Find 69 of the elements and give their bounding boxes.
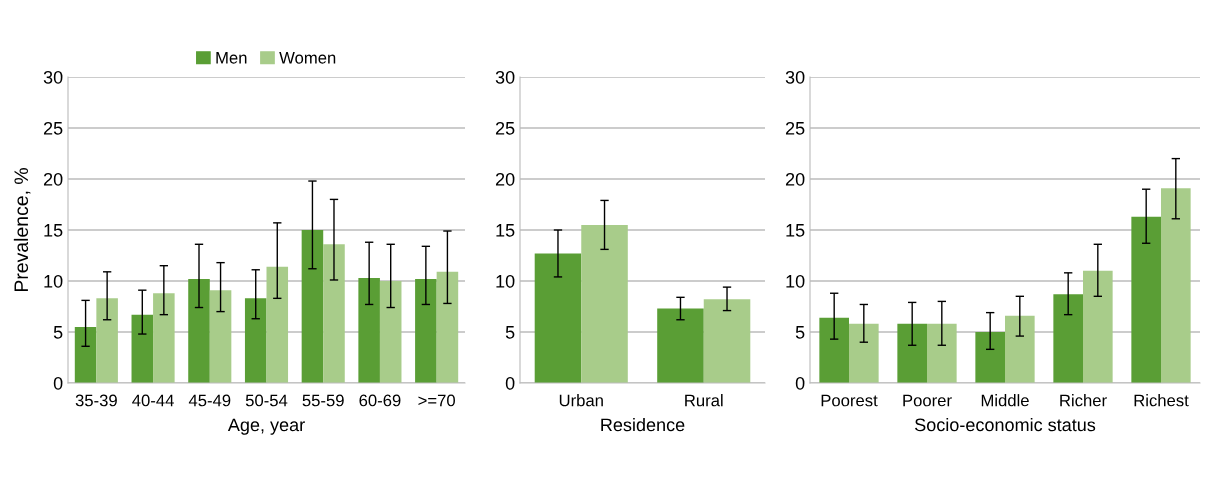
x-tick-label: 40-44	[132, 394, 174, 407]
x-axis-title: Age, year	[227, 418, 305, 435]
y-tick-label: 15	[44, 224, 63, 237]
x-tick-label: 45-49	[188, 394, 231, 407]
y-tick-label: 15	[496, 224, 515, 237]
y-tick-label: 20	[495, 172, 515, 186]
bar	[301, 230, 324, 383]
x-tick-label: >=70	[418, 394, 455, 407]
x-tick-label: 35-39	[75, 394, 117, 407]
x-tick-label: Urban	[559, 394, 603, 407]
x-tick-label: 60-69	[359, 394, 401, 407]
x-tick-label: Poorer	[903, 394, 952, 407]
bar	[188, 278, 210, 383]
bar	[358, 277, 380, 383]
bar	[657, 308, 704, 383]
bar	[703, 299, 751, 383]
bar	[96, 298, 118, 383]
bar	[379, 281, 402, 383]
bar	[534, 253, 582, 383]
y-tick-label: 5	[53, 326, 63, 339]
bar	[581, 224, 628, 383]
y-tick-label: 20	[43, 172, 63, 186]
y-tick-label: 30	[43, 70, 63, 84]
bar	[849, 323, 879, 383]
bar	[1005, 315, 1035, 383]
bar	[819, 317, 849, 383]
bar	[1083, 270, 1113, 383]
bar	[1161, 188, 1191, 383]
y-tick-label: 5	[795, 326, 805, 339]
bar	[153, 293, 175, 383]
legend-label: Men	[216, 52, 247, 64]
y-axis-title: Prevalence, %	[13, 168, 31, 292]
bar	[209, 290, 232, 383]
x-tick-label: 50-54	[245, 394, 288, 407]
bar	[323, 244, 345, 383]
y-tick-label: 30	[785, 70, 805, 84]
y-tick-label: 20	[785, 172, 805, 186]
y-tick-label: 15	[786, 224, 805, 237]
x-tick-label: Middle	[981, 394, 1029, 407]
bar	[131, 314, 154, 383]
bar	[74, 326, 97, 383]
x-tick-label: Poorest	[821, 394, 878, 407]
bar	[415, 278, 437, 383]
bar	[927, 323, 957, 383]
y-tick-label: 5	[505, 326, 515, 339]
x-tick-label: Richer	[1060, 394, 1107, 407]
y-tick-label: 30	[495, 70, 515, 84]
x-tick-label: Richest	[1134, 394, 1189, 407]
bar	[266, 266, 289, 383]
x-tick-label: 55-59	[302, 394, 344, 407]
x-axis-title: Socio-economic status	[915, 417, 1096, 432]
y-tick-label: 25	[495, 121, 515, 135]
bar	[975, 332, 1005, 383]
y-tick-label: 0	[505, 376, 515, 390]
y-tick-label: 0	[53, 376, 63, 390]
y-tick-label: 25	[43, 121, 63, 135]
bar	[436, 271, 459, 383]
bar	[244, 298, 267, 383]
bar	[1053, 294, 1083, 383]
bar	[897, 323, 927, 383]
legend-label: Women	[279, 52, 336, 64]
bar	[1131, 216, 1161, 383]
y-tick-label: 10	[44, 274, 63, 288]
x-tick-label: Rural	[685, 394, 723, 407]
x-axis-title: Residence	[601, 417, 685, 432]
y-tick-label: 25	[785, 121, 805, 135]
y-tick-label: 10	[786, 274, 805, 288]
y-tick-label: 10	[496, 274, 515, 288]
y-tick-label: 0	[795, 376, 805, 390]
